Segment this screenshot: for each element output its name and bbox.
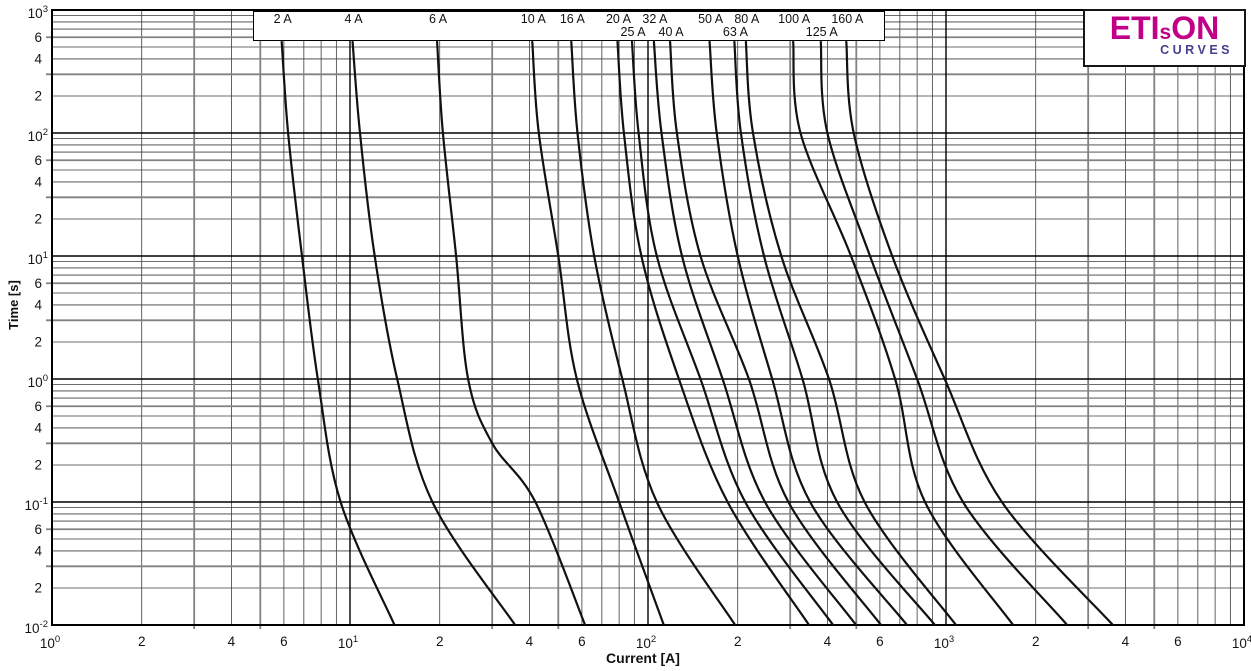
logo-curves-text: CURVES [1160,43,1233,57]
eti-logo: ETIsON CURVES [1083,9,1246,67]
x-tick-label: 2 [436,634,444,649]
y-tick-label: 6 [34,276,42,291]
x-tick-label: 6 [1174,634,1182,649]
curve-50-a [708,40,909,625]
curve-label-25-a: 25 A [620,25,646,39]
y-tick-label: 6 [34,30,42,45]
grid-decade [51,9,1245,626]
grid-emphasized [46,10,1244,629]
curve-label-80-a: 80 A [734,12,760,26]
y-tick-label: 4 [34,51,42,66]
x-tick-label: 101 [338,634,358,651]
x-tick-label: 103 [934,634,954,651]
curve-40-a [669,40,883,625]
x-tick-label: 104 [1232,634,1251,651]
x-tick-label: 6 [280,634,288,649]
y-tick-label: 4 [34,174,42,189]
x-tick-label: 4 [228,634,236,649]
y-tick-label: 102 [28,127,48,144]
y-tick-label: 10-1 [25,496,48,513]
y-tick-label: 100 [28,373,48,390]
y-tick-label: 2 [34,457,42,472]
curve-label-100-a: 100 A [778,12,811,26]
x-tick-label: 4 [824,634,832,649]
x-tick-label: 2 [734,634,742,649]
y-tick-label: 2 [34,211,42,226]
x-tick-label: 2 [1032,634,1040,649]
logo-eti-text: ETI [1109,10,1160,46]
curve-label-10-a: 10 A [520,12,546,26]
x-tick-label: 6 [578,634,586,649]
x-axis-title: Current [A] [606,650,680,666]
y-tick-label: 4 [34,420,42,435]
curve-label-50-a: 50 A [698,12,724,26]
curve-80-a [744,40,958,625]
y-tick-label: 10-2 [25,619,48,636]
curve-label-40-a: 40 A [658,25,684,39]
x-tick-label: 2 [138,634,146,649]
curve-2-a [280,40,396,625]
curve-160-a [845,40,1114,625]
curve-4-a [351,40,517,625]
x-tick-label: 4 [1122,634,1130,649]
logo-s-text: s [1159,21,1172,44]
curve-10-a [531,40,665,625]
x-tick-label: 100 [40,634,60,651]
curve-6-a [436,40,587,625]
y-tick-label: 4 [34,543,42,558]
curves-group [280,40,1114,625]
curve-label-20-a: 20 A [605,12,631,26]
curve-label-160-a: 160 A [831,12,864,26]
curve-32-a [652,40,858,625]
y-tick-label: 2 [34,334,42,349]
plot-frame [51,9,1245,626]
curve-25-a [630,40,835,625]
curve-label-16-a: 16 A [559,12,585,26]
y-tick-label: 2 [34,88,42,103]
curve-125-a [819,40,1069,625]
y-tick-label: 6 [34,522,42,537]
curve-label-box: 2 A 4 A 6 A 10 A 16 A 20 A 25 A 32 A 40 A 50 A 63 … [253,11,885,41]
curve-label-125-a: 125 A [805,25,838,39]
y-axis-title: Time [s] [6,280,21,330]
curve-label-32-a: 32 A [642,12,668,26]
x-tick-label: 6 [876,634,884,649]
logo-on-text: ON [1171,10,1220,46]
curve-63-a [733,40,936,625]
y-tick-label: 2 [34,580,42,595]
curve-label-4-a: 4 A [344,12,363,26]
y-tick-label: 4 [34,297,42,312]
logo-wordmark: ETIsON [1085,12,1244,49]
curve-label-63-a: 63 A [722,25,748,39]
y-tick-label: 6 [34,399,42,414]
y-tick-label: 101 [28,250,48,267]
x-tick-label: 102 [636,634,656,651]
x-tick-label: 4 [526,634,534,649]
curve-16-a [570,40,737,625]
curve-label-2-a: 2 A [273,12,292,26]
y-tick-label: 6 [34,153,42,168]
curve-20-a [616,40,811,625]
y-tick-label: 103 [28,4,48,21]
curve-label-6-a: 6 A [429,12,448,26]
curve-100-a [792,40,1015,625]
